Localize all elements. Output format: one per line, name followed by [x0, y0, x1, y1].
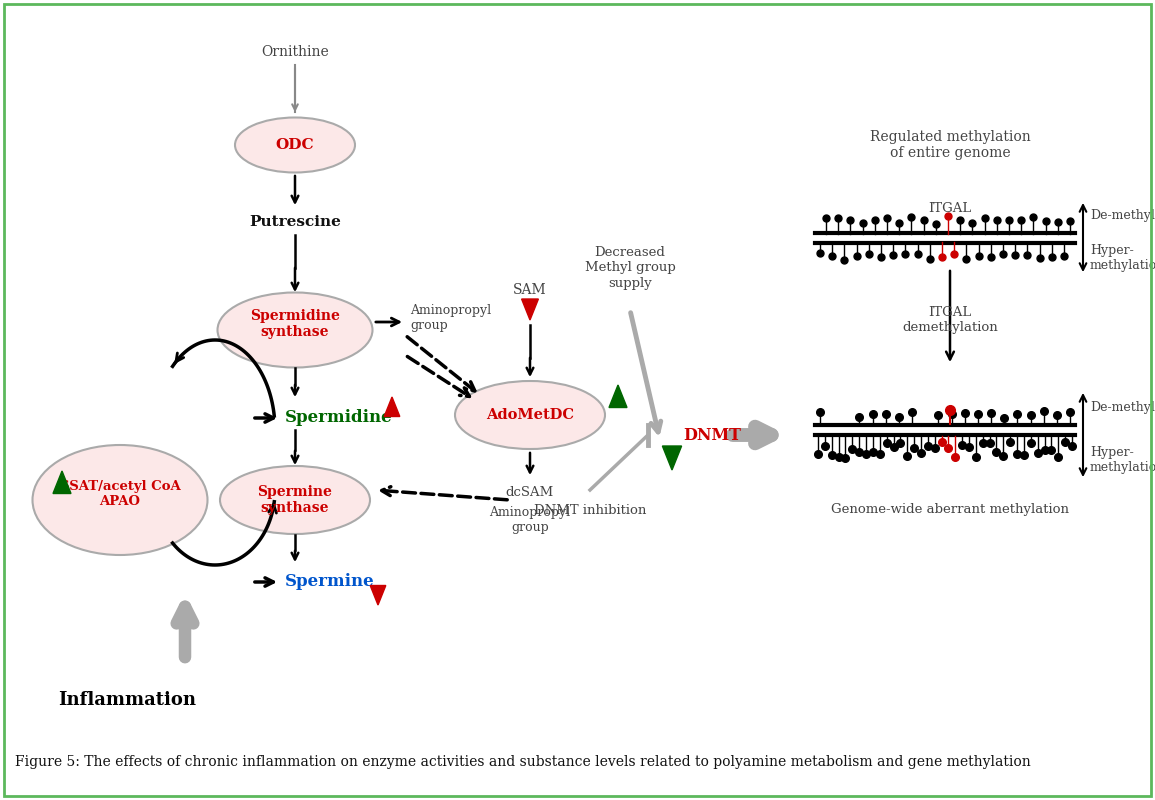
Text: Aminopropyl
group: Aminopropyl group — [490, 506, 571, 534]
Ellipse shape — [32, 445, 208, 555]
Ellipse shape — [219, 466, 370, 534]
Text: Spermidine
synthase: Spermidine synthase — [251, 309, 340, 339]
Polygon shape — [53, 471, 70, 494]
Ellipse shape — [234, 118, 355, 173]
Polygon shape — [609, 385, 627, 407]
Text: ITGAL: ITGAL — [929, 202, 971, 214]
Text: dcSAM: dcSAM — [506, 486, 554, 498]
Text: Inflammation: Inflammation — [58, 691, 196, 709]
Text: Genome-wide aberrant methylation: Genome-wide aberrant methylation — [830, 503, 1070, 517]
Text: SSAT/acetyl CoA
APAO: SSAT/acetyl CoA APAO — [60, 480, 180, 508]
Text: DNMT: DNMT — [683, 426, 740, 443]
Text: Putrescine: Putrescine — [249, 215, 341, 229]
Ellipse shape — [455, 381, 605, 449]
Polygon shape — [385, 397, 400, 417]
Text: Hyper-
methylation: Hyper- methylation — [1090, 446, 1155, 474]
Text: DNMT inhibition: DNMT inhibition — [534, 503, 646, 517]
Text: De-methylation: De-methylation — [1090, 402, 1155, 414]
Text: Hyper-
methylation: Hyper- methylation — [1090, 244, 1155, 272]
Polygon shape — [522, 299, 538, 320]
Text: SAM: SAM — [513, 283, 546, 297]
Polygon shape — [371, 586, 386, 605]
Text: Spermidine: Spermidine — [285, 410, 393, 426]
Text: Decreased
Methyl group
supply: Decreased Methyl group supply — [584, 246, 676, 290]
Text: Ornithine: Ornithine — [261, 45, 329, 59]
Text: ITGAL
demethylation: ITGAL demethylation — [902, 306, 998, 334]
Text: Aminopropyl
group: Aminopropyl group — [410, 304, 491, 332]
Text: Regulated methylation
of entire genome: Regulated methylation of entire genome — [870, 130, 1030, 160]
Ellipse shape — [217, 293, 373, 367]
Text: De-methylation: De-methylation — [1090, 209, 1155, 222]
Text: ODC: ODC — [276, 138, 314, 152]
Polygon shape — [663, 446, 681, 470]
Text: Figure 5: The effects of chronic inflammation on enzyme activities and substance: Figure 5: The effects of chronic inflamm… — [15, 755, 1030, 769]
Text: AdoMetDC: AdoMetDC — [486, 408, 574, 422]
Text: Spermine
synthase: Spermine synthase — [258, 485, 333, 515]
Text: Spermine: Spermine — [285, 574, 374, 590]
